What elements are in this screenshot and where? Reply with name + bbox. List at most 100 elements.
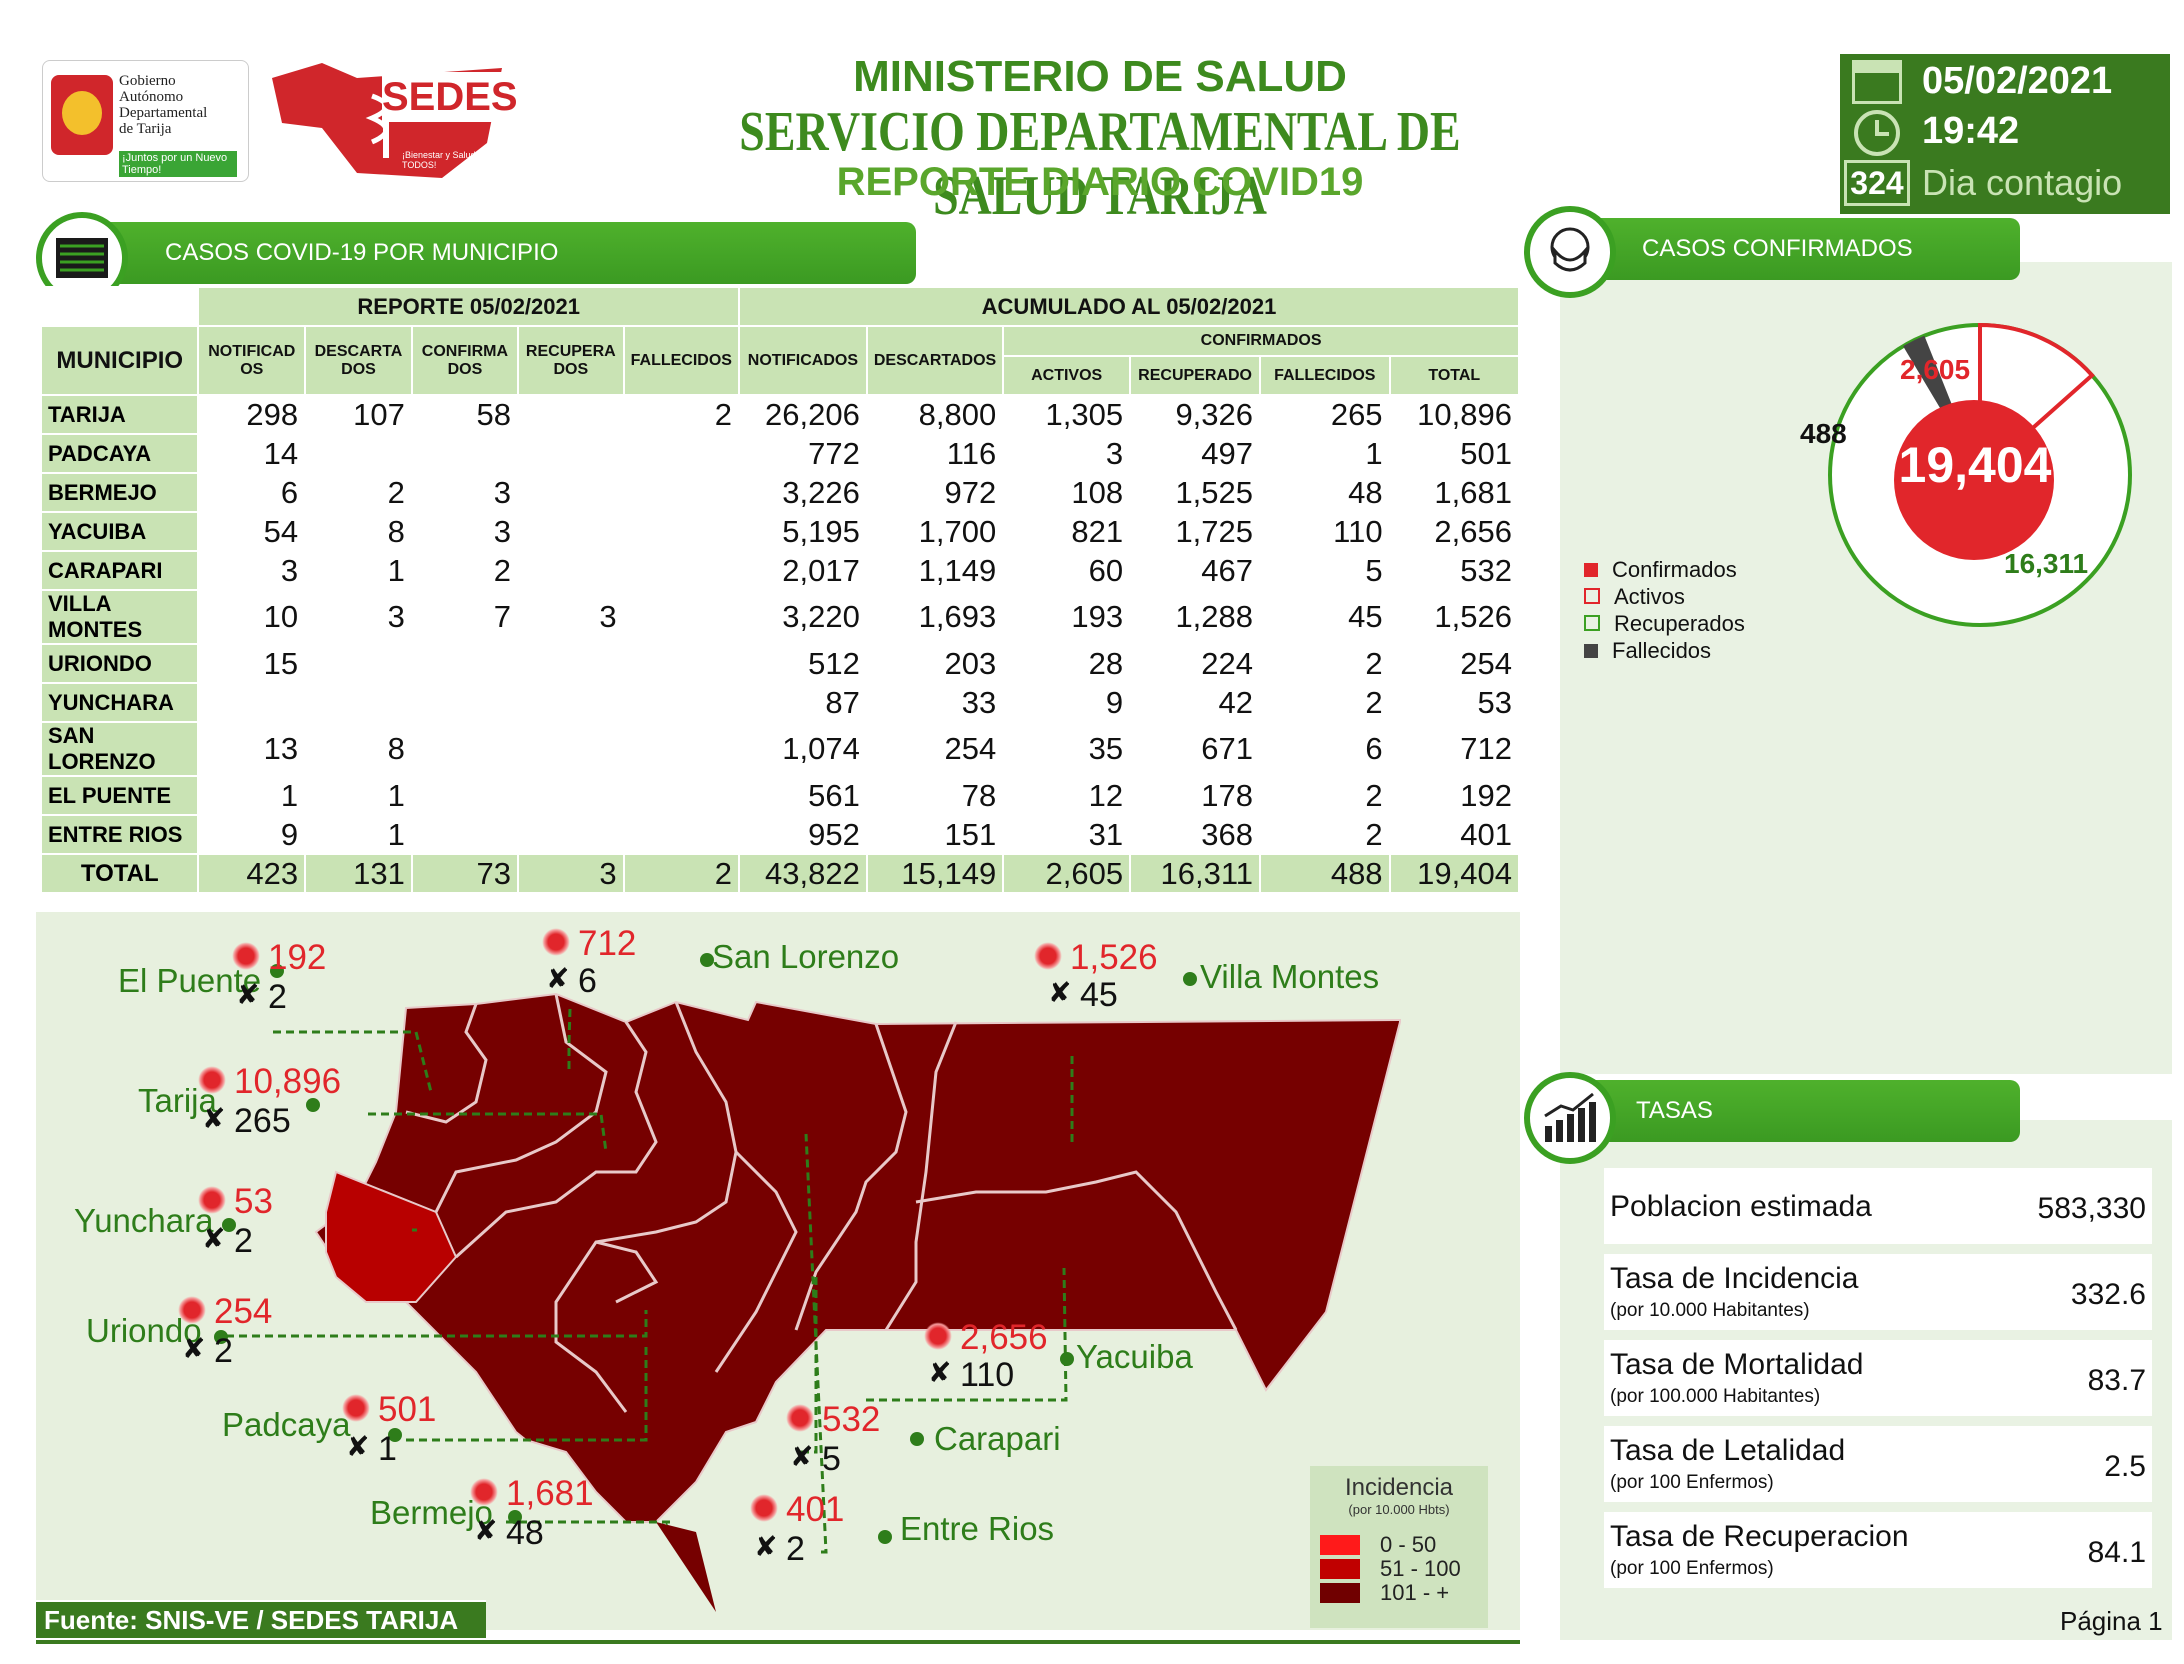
map-cases-value: 254 (214, 1292, 273, 1331)
acumulado-cell: 512 (737, 643, 868, 684)
acumulado-cell: 108 (1002, 472, 1132, 513)
acumulado-cell: 497 (1129, 433, 1262, 474)
map-deaths-value: 265 (234, 1102, 291, 1140)
acumulado-cell: 671 (1129, 721, 1262, 777)
confirmados-disc (1894, 400, 2054, 560)
donut-legend: Confirmados Activos Recuperados Fallecid… (1584, 556, 1745, 664)
legend-recuperados: Recuperados (1614, 611, 1745, 636)
reporte-title: REPORTE DIARIO COVID19 (836, 160, 1364, 204)
report-cell (622, 472, 740, 513)
acumulado-cell: 42 (1129, 682, 1262, 723)
table-row: YACUIBA 54 8 3 5,195 1,700 821 1,725 110 2,656 (39, 511, 1521, 552)
report-cell: 1 (197, 775, 307, 816)
virus-icon (924, 1322, 952, 1350)
acumulado-cell: 5,195 (737, 511, 868, 552)
ministerio-title: MINISTERIO DE SALUD (853, 52, 1347, 101)
map-cases-value: 1,681 (506, 1474, 594, 1513)
acumulado-cell: 254 (865, 721, 1005, 777)
map-marker-dot (388, 1428, 402, 1442)
acumulado-cell: 2 (1259, 682, 1391, 723)
map-cases-value: 712 (578, 924, 637, 963)
tasa-subtitle: (por 100 Enfermos) (1610, 1472, 1774, 1493)
col-recuperado: RECUPERADO (1129, 355, 1262, 396)
recuperados-swatch (1584, 615, 1600, 631)
acumulado-cell: 116 (865, 433, 1005, 474)
logo1-line: Departamental (119, 105, 208, 121)
legend-swatch (1320, 1535, 1360, 1555)
growth-chart-icon (1524, 1072, 1616, 1164)
municipio-table: REPORTE 05/02/2021 ACUMULADO AL 05/02/20… (39, 286, 1521, 894)
municipio-name: CARAPARI (39, 550, 200, 591)
map-deaths-value: 2 (234, 1222, 253, 1260)
report-cell (622, 550, 740, 591)
mask-icon (1524, 206, 1616, 298)
tasa-label: Tasa de Mortalidad (1610, 1348, 1864, 1381)
report-cell: 2 (304, 472, 413, 513)
map-deaths-value: 2 (786, 1530, 805, 1568)
virus-icon (1034, 942, 1062, 970)
municipio-name: SAN LORENZO (39, 721, 200, 777)
virus-icon (542, 928, 570, 956)
report-cell: 1 (304, 550, 413, 591)
table-row: VILLA MONTES 10 3 7 3 3,220 1,693 193 1,288 45 1,5… (39, 589, 1521, 645)
logo1-slogan: ¡Juntos por un Nuevo Tiempo! (119, 151, 237, 177)
tasa-subtitle: (por 10.000 Habitantes) (1610, 1300, 1810, 1321)
acumulado-cell: 193 (1002, 589, 1132, 645)
fallecidos-value: 488 (1800, 418, 1847, 449)
municipio-name: VILLA MONTES (39, 589, 200, 645)
report-cell: 3 (410, 472, 519, 513)
municipio-section-header: CASOS COVID-19 POR MUNICIPIO (60, 222, 916, 284)
municipio-name: TARIJA (39, 394, 200, 435)
acumulado-cell: 1,681 (1388, 472, 1521, 513)
map-marker-dot (214, 1330, 228, 1344)
tasa-value: 583,330 (2037, 1192, 2146, 1225)
report-cell: 3 (304, 589, 413, 645)
report-header: REPORTE 05/02/2021 (197, 286, 740, 327)
tasa-row: Tasa de Incidencia (por 10.000 Habitantes… (1604, 1254, 2152, 1330)
map-cases-value: 501 (378, 1390, 437, 1429)
acumulado-cell: 2 (1259, 775, 1391, 816)
report-cell (304, 643, 413, 684)
acumulado-cell: 1,526 (1388, 589, 1521, 645)
acumulado-cell: 712 (1388, 721, 1521, 777)
acumulado-cell: 87 (737, 682, 868, 723)
municipio-name: ENTRE RIOS (39, 814, 200, 855)
table-row: ENTRE RIOS 9 1 952 151 31 368 2 401 (39, 814, 1521, 855)
report-cell (516, 682, 625, 723)
acumulado-cell: 9,326 (1129, 394, 1262, 435)
acumulado-cell: 8,800 (865, 394, 1005, 435)
acumulado-cell: 821 (1002, 511, 1132, 552)
acumulado-cell: 368 (1129, 814, 1262, 855)
col-report-fallecidos: FALLECIDOS (622, 325, 740, 396)
acumulado-cell: 1,074 (737, 721, 868, 777)
header-title-area (510, 54, 1850, 214)
map-label-padcaya: Padcaya (222, 1406, 351, 1443)
report-cell: 14 (197, 433, 307, 474)
acumulado-cell: 1,725 (1129, 511, 1262, 552)
report-cell: 8 (304, 511, 413, 552)
report-cell: 13 (197, 721, 307, 777)
ribbon-icon: ✘ (1048, 977, 1072, 1008)
acumulado-cell: 972 (865, 472, 1005, 513)
report-cell: 1 (304, 775, 413, 816)
report-cell (622, 775, 740, 816)
acumulado-cell: 48 (1259, 472, 1391, 513)
acumulado-cell: 5 (1259, 550, 1391, 591)
table-row: URIONDO 15 512 203 28 224 2 254 (39, 643, 1521, 684)
shield-icon (51, 75, 113, 155)
virus-icon (178, 1296, 206, 1324)
map-deaths-value: 2 (268, 978, 287, 1016)
legend-label: 0 - 50 (1380, 1532, 1437, 1557)
col-report-notificados: NOTIFICADOS (197, 325, 307, 396)
tasa-label: Poblacion estimada (1610, 1190, 1872, 1223)
acumulado-cell: 9 (1002, 682, 1132, 723)
tasa-label: Tasa de Letalidad (1610, 1434, 1846, 1467)
ribbon-icon: ✘ (182, 1333, 206, 1364)
map-label-san-lorenzo: San Lorenzo (712, 938, 900, 975)
acumulado-cell: 178 (1129, 775, 1262, 816)
logo1-line: Gobierno (119, 73, 176, 89)
municipio-name: PADCAYA (39, 433, 200, 474)
report-cell (622, 589, 740, 645)
legend-activos: Activos (1614, 584, 1685, 609)
report-cell: 3 (197, 550, 307, 591)
